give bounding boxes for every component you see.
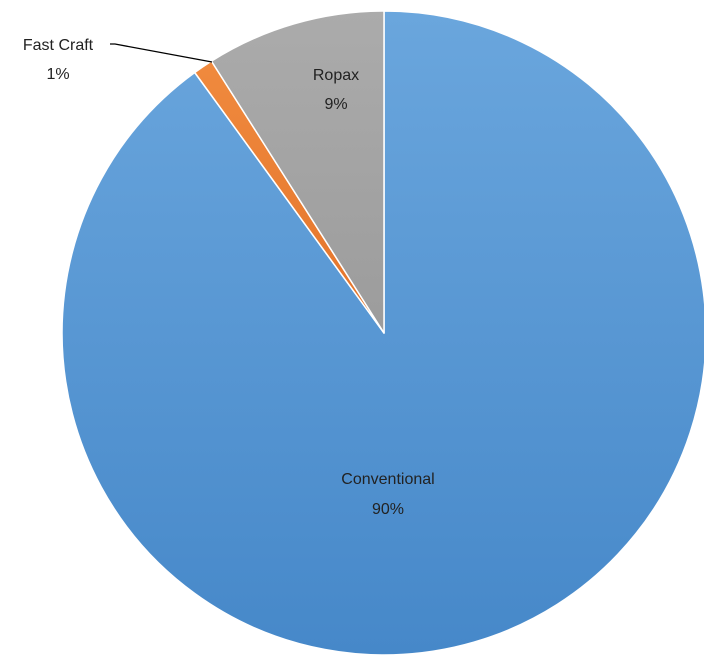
slice-value-ropax: 9%	[324, 96, 347, 113]
pie-slice-conventional	[61, 10, 704, 656]
slice-label-ropax: Ropax	[313, 67, 359, 84]
slice-value-fast-craft: 1%	[46, 66, 69, 83]
slice-value-conventional: 90%	[372, 501, 404, 518]
fast-craft-leader-line	[110, 43, 213, 63]
pie-slice-ropax	[210, 10, 385, 334]
slice-label-fast-craft: Fast Craft	[23, 37, 94, 54]
slice-label-conventional: Conventional	[341, 471, 434, 488]
